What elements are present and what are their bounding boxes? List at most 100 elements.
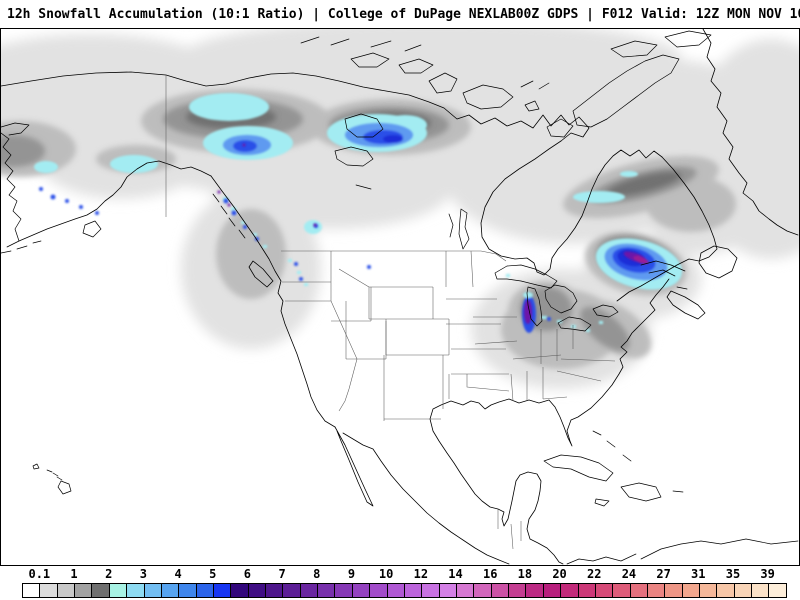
legend-cell [231,584,249,597]
legend-cell [248,584,267,597]
legend-cell [543,584,562,597]
lake-michigan [526,286,543,327]
legend-tick-label: 2 [105,567,113,581]
legend-cell [456,584,475,597]
lake-ontario [592,304,619,318]
labrador-coast [616,156,718,302]
legend-cell [23,584,41,597]
lake-superior [494,264,558,289]
baja-california [334,426,510,565]
hawaii-big-island [57,480,72,495]
legend-cell [335,584,353,597]
legend-tick-label: 24 [621,567,637,581]
hispaniola [620,482,662,502]
caribbean [543,430,799,565]
us-east-coast [429,278,670,565]
jamaica [594,498,610,507]
hudson-bay [480,140,663,276]
legend-cell [144,584,162,597]
legend-cell [92,584,110,597]
legend-cell [474,584,492,597]
legend-tick-label: 6 [243,567,252,581]
legend-cell [752,584,770,597]
kodiak-island [82,220,102,238]
newfoundland [698,245,738,279]
legend-cell [179,584,197,597]
alaska-west-coast [1,122,30,242]
legend-cell [75,584,93,597]
great-bear-lake [344,113,384,138]
lakes [334,113,619,332]
baffin-island [572,54,680,128]
legend-cell [127,584,145,597]
legend-tick-label: 12 [413,567,429,581]
southampton-island [546,118,574,138]
legend-cell [717,584,735,597]
legend-tick-label: 20 [552,567,567,581]
legend-cell [630,584,648,597]
legend-cell [404,584,423,597]
legend-cell [370,584,388,597]
legend-cell [422,584,440,597]
legend-tick-label: 5 [209,567,217,581]
legend-cell [769,584,786,597]
model-valid-title: 00Z GDPS | F012 Valid: 12Z MON NOV 10 20… [515,6,800,22]
lake-erie [557,316,592,332]
great-slave-lake [334,146,374,190]
us-west-coast [210,175,336,428]
legend-tick-label: 14 [448,567,463,581]
legend-tick-label: 31 [691,567,706,581]
legend-tick-label: 7 [278,567,286,581]
legend-tick-label: 27 [656,567,671,581]
title-bar: 12h Snowfall Accumulation (10:1 Ratio) |… [0,0,800,28]
central-america [566,553,637,565]
legend-tick-label: 9 [347,567,356,581]
legend-cell [561,584,579,597]
cuba [543,454,614,482]
legend-cell [526,584,544,597]
legend-cell [161,584,180,597]
legend-labels: 0.1 1 2 3 4 5 6 7 8 9 10 12 14 16 18 20 22 24 27 31 35 39 [0,566,800,581]
lake-huron [544,284,578,314]
legend-cell [682,584,701,597]
borders [165,75,616,550]
product-title: 12h Snowfall Accumulation (10:1 Ratio) |… [7,6,516,22]
aleutian-islands [1,240,42,254]
map-area [0,28,800,566]
legend-cell [266,584,284,597]
legend-bar [22,583,787,598]
alaska-panhandle-islands [212,193,246,239]
legend-cell [595,584,614,597]
legend-cell [40,584,58,597]
snowfall-legend: 0.1 1 2 3 4 5 6 7 8 9 10 12 14 16 18 20 22 24 27 31 35 39 [0,566,800,600]
legend-cell [665,584,683,597]
coastlines [1,71,738,565]
legend-cell [109,584,128,597]
victoria-island [462,84,514,110]
legend-tick-label: 8 [313,567,321,581]
us-canada-border [281,250,507,262]
legend-tick-label: 0.1 [28,567,51,581]
arctic-islands [300,29,799,236]
legend-cell [491,584,510,597]
legend-tick-label: 22 [587,567,602,581]
legend-cell [57,584,76,597]
vancouver-island [248,260,274,288]
legend-tick-label: 3 [139,567,147,581]
hawaii-islands [32,463,72,495]
legend-tick-label: 16 [482,567,498,581]
legend-cell [613,584,631,597]
south-america [640,538,799,560]
nova-scotia [666,286,706,320]
legend-cell [213,584,232,597]
legend-cell [647,584,666,597]
legend-cell [300,584,319,597]
legend-cell [196,584,214,597]
legend-cell [352,584,371,597]
legend-cell [283,584,301,597]
legend-cell [734,584,753,597]
legend-tick-label: 35 [725,567,741,581]
map-svg [1,29,799,565]
arctic-north-coast [1,71,590,142]
